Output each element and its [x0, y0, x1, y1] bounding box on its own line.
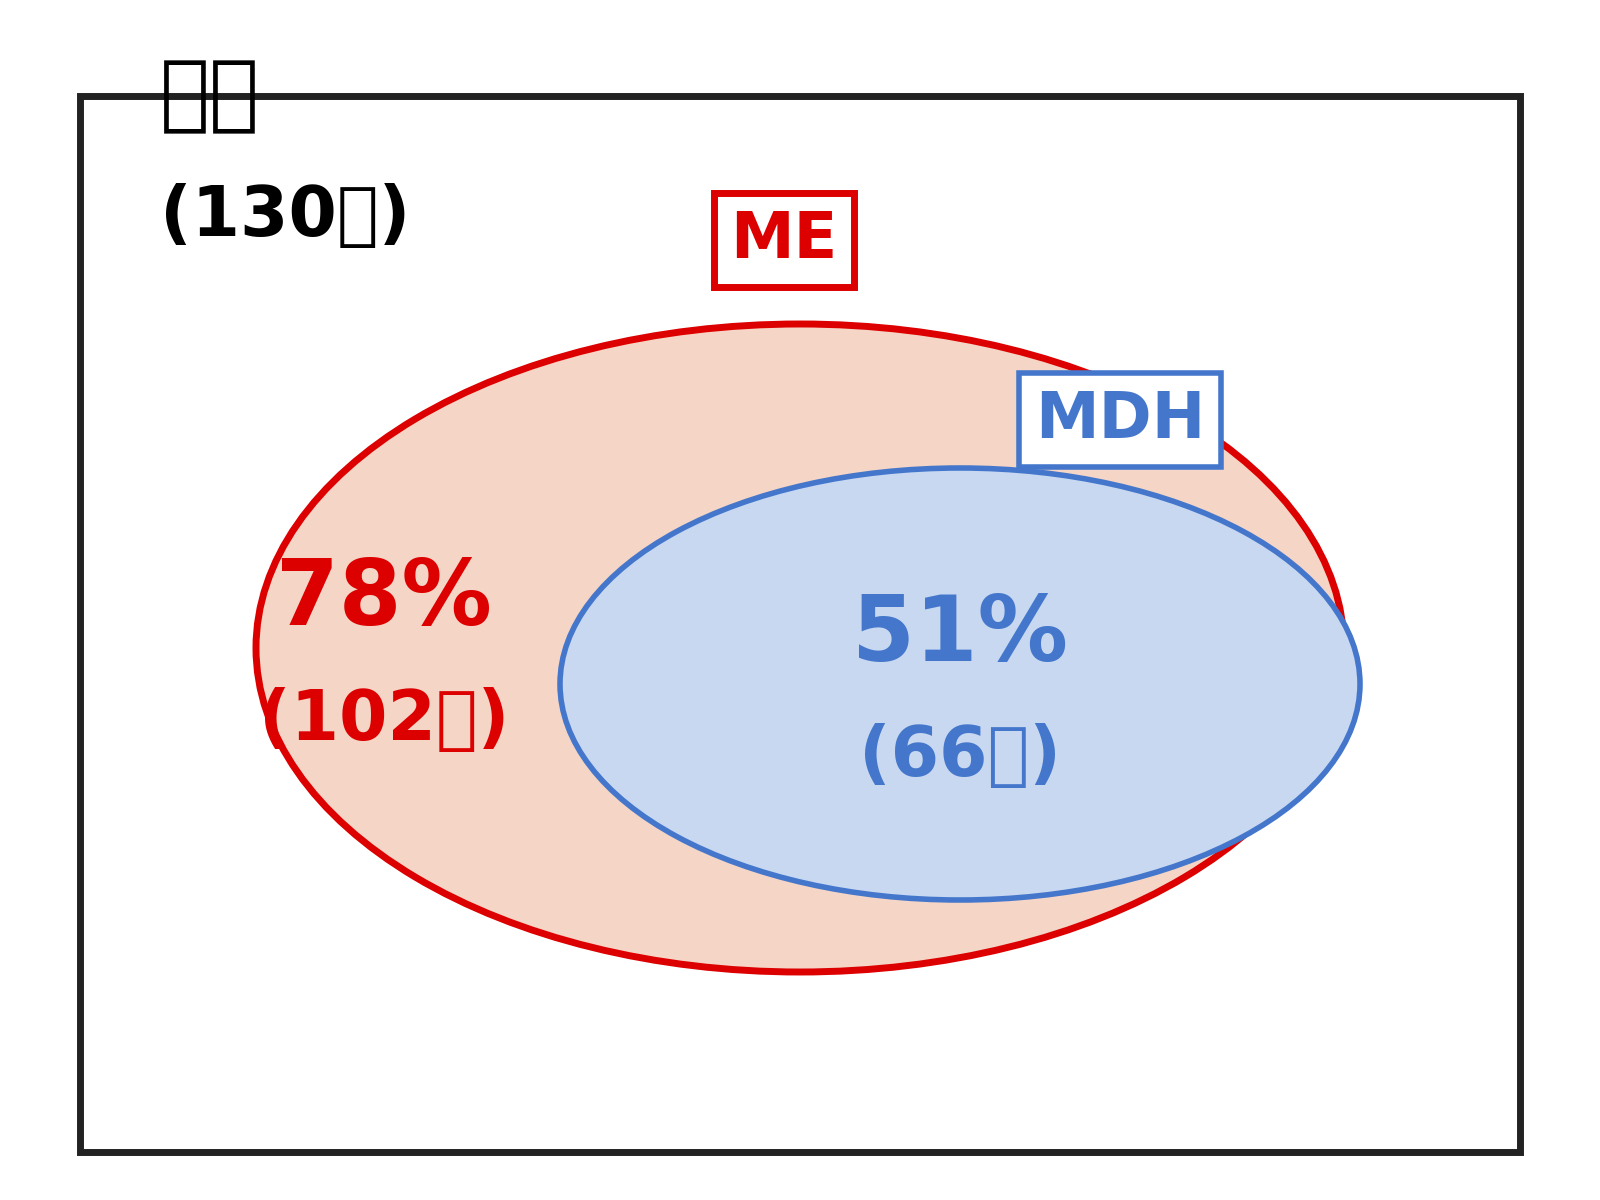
Ellipse shape: [560, 468, 1360, 900]
Text: ME: ME: [730, 209, 838, 271]
Text: (130種): (130種): [160, 182, 410, 250]
Text: 78%: 78%: [277, 556, 491, 644]
Text: (102種): (102種): [259, 686, 509, 754]
FancyBboxPatch shape: [80, 96, 1520, 1152]
Text: (66種): (66種): [859, 722, 1061, 790]
Text: 51%: 51%: [851, 592, 1069, 680]
Text: 全体: 全体: [160, 55, 259, 137]
Ellipse shape: [256, 324, 1344, 972]
Text: MDH: MDH: [1035, 389, 1205, 451]
